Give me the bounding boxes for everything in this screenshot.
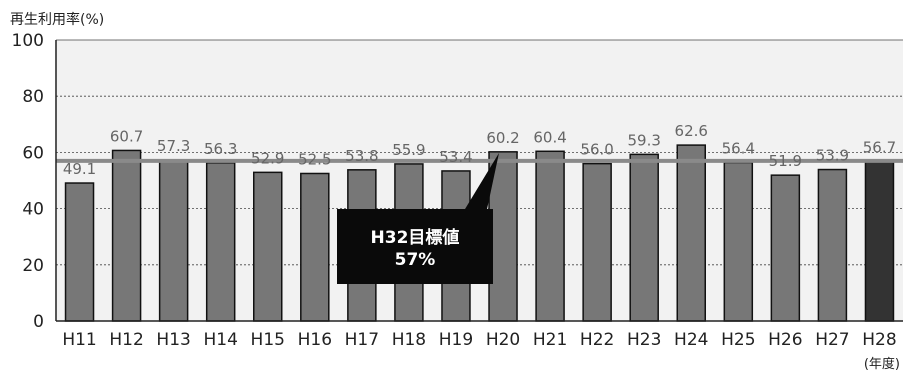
- bar-H27: [817, 168, 848, 322]
- bar-H20: [488, 151, 518, 322]
- bar-H21: [535, 150, 565, 322]
- x-tick-label: H26: [768, 330, 802, 350]
- bar-H23: [629, 153, 659, 322]
- bar-H26: [770, 174, 801, 322]
- value-label: 53.8: [345, 147, 378, 165]
- value-label: 60.4: [533, 128, 566, 146]
- value-labels: 49.1 60.7 57.3 56.3 52.9 52.5 53.8 55.9 53.4 60.2…: [63, 122, 896, 178]
- value-label: 55.9: [392, 141, 425, 159]
- bar-H28: [864, 160, 895, 322]
- x-axis-ticks: H11 H12 H13 H14 H15 H16 H17 H18 H19 H20 H21 H22 H23 H…: [62, 330, 896, 350]
- y-tick-label: 40: [22, 200, 44, 220]
- callout-label-line1: H32目標値: [371, 227, 460, 248]
- x-tick-label: H27: [815, 330, 849, 350]
- value-label: 51.9: [769, 152, 802, 170]
- value-label: 56.3: [204, 140, 237, 158]
- bar-H12: [111, 149, 142, 322]
- y-tick-label: 0: [33, 312, 44, 332]
- x-axis-unit: (年度): [864, 356, 900, 372]
- x-tick-label: H22: [580, 330, 614, 350]
- value-label: 56.7: [863, 139, 896, 157]
- value-label: 53.9: [816, 147, 849, 165]
- value-label: 52.5: [298, 150, 331, 168]
- value-label: 56.4: [722, 140, 755, 158]
- y-tick-label: 60: [22, 143, 44, 163]
- x-tick-label: H16: [298, 330, 332, 350]
- x-tick-label: H15: [251, 330, 285, 350]
- bar-H14: [205, 162, 236, 322]
- value-label: 52.9: [251, 149, 284, 167]
- bar-H11: [64, 182, 95, 322]
- callout-label-line2: 57%: [395, 250, 436, 270]
- y-tick-label: 20: [22, 256, 44, 276]
- y-axis-ticks: 0 20 40 60 80 100: [12, 31, 44, 332]
- bars: [64, 144, 895, 322]
- value-label: 57.3: [157, 137, 190, 155]
- x-tick-label: H28: [862, 330, 896, 350]
- x-tick-label: H17: [345, 330, 379, 350]
- x-tick-label: H14: [203, 330, 237, 350]
- x-tick-label: H19: [439, 330, 473, 350]
- gridlines: [56, 39, 903, 266]
- value-label: 53.4: [439, 148, 472, 166]
- callout-pointer: [462, 153, 499, 214]
- y-axis-label: 再生利用率(%): [10, 11, 104, 28]
- x-tick-label: H20: [486, 330, 520, 350]
- x-tick-label: H11: [62, 330, 96, 350]
- y-tick-label: 80: [22, 87, 44, 107]
- bar-H24: [676, 144, 706, 322]
- callout-box: [337, 209, 493, 284]
- x-tick-label: H23: [627, 330, 661, 350]
- value-label: 62.6: [675, 122, 708, 140]
- y-tick-label: 100: [12, 31, 44, 51]
- x-tick-label: H21: [533, 330, 567, 350]
- value-label: 60.7: [110, 127, 143, 145]
- bar-H15: [253, 171, 283, 322]
- target-callout: H32目標値 57%: [337, 153, 499, 284]
- x-tick-label: H13: [156, 330, 190, 350]
- bar-H13: [158, 159, 189, 322]
- value-label: 59.3: [627, 131, 660, 149]
- value-label: 56.0: [580, 141, 613, 159]
- bar-H16: [300, 172, 330, 322]
- bar-H25: [723, 161, 754, 322]
- x-tick-label: H25: [721, 330, 755, 350]
- x-tick-label: H12: [109, 330, 143, 350]
- x-tick-label: H18: [392, 330, 426, 350]
- x-tick-label: H24: [674, 330, 708, 350]
- bar-H22: [582, 162, 612, 322]
- value-label: 60.2: [486, 129, 519, 147]
- value-label: 49.1: [63, 160, 96, 178]
